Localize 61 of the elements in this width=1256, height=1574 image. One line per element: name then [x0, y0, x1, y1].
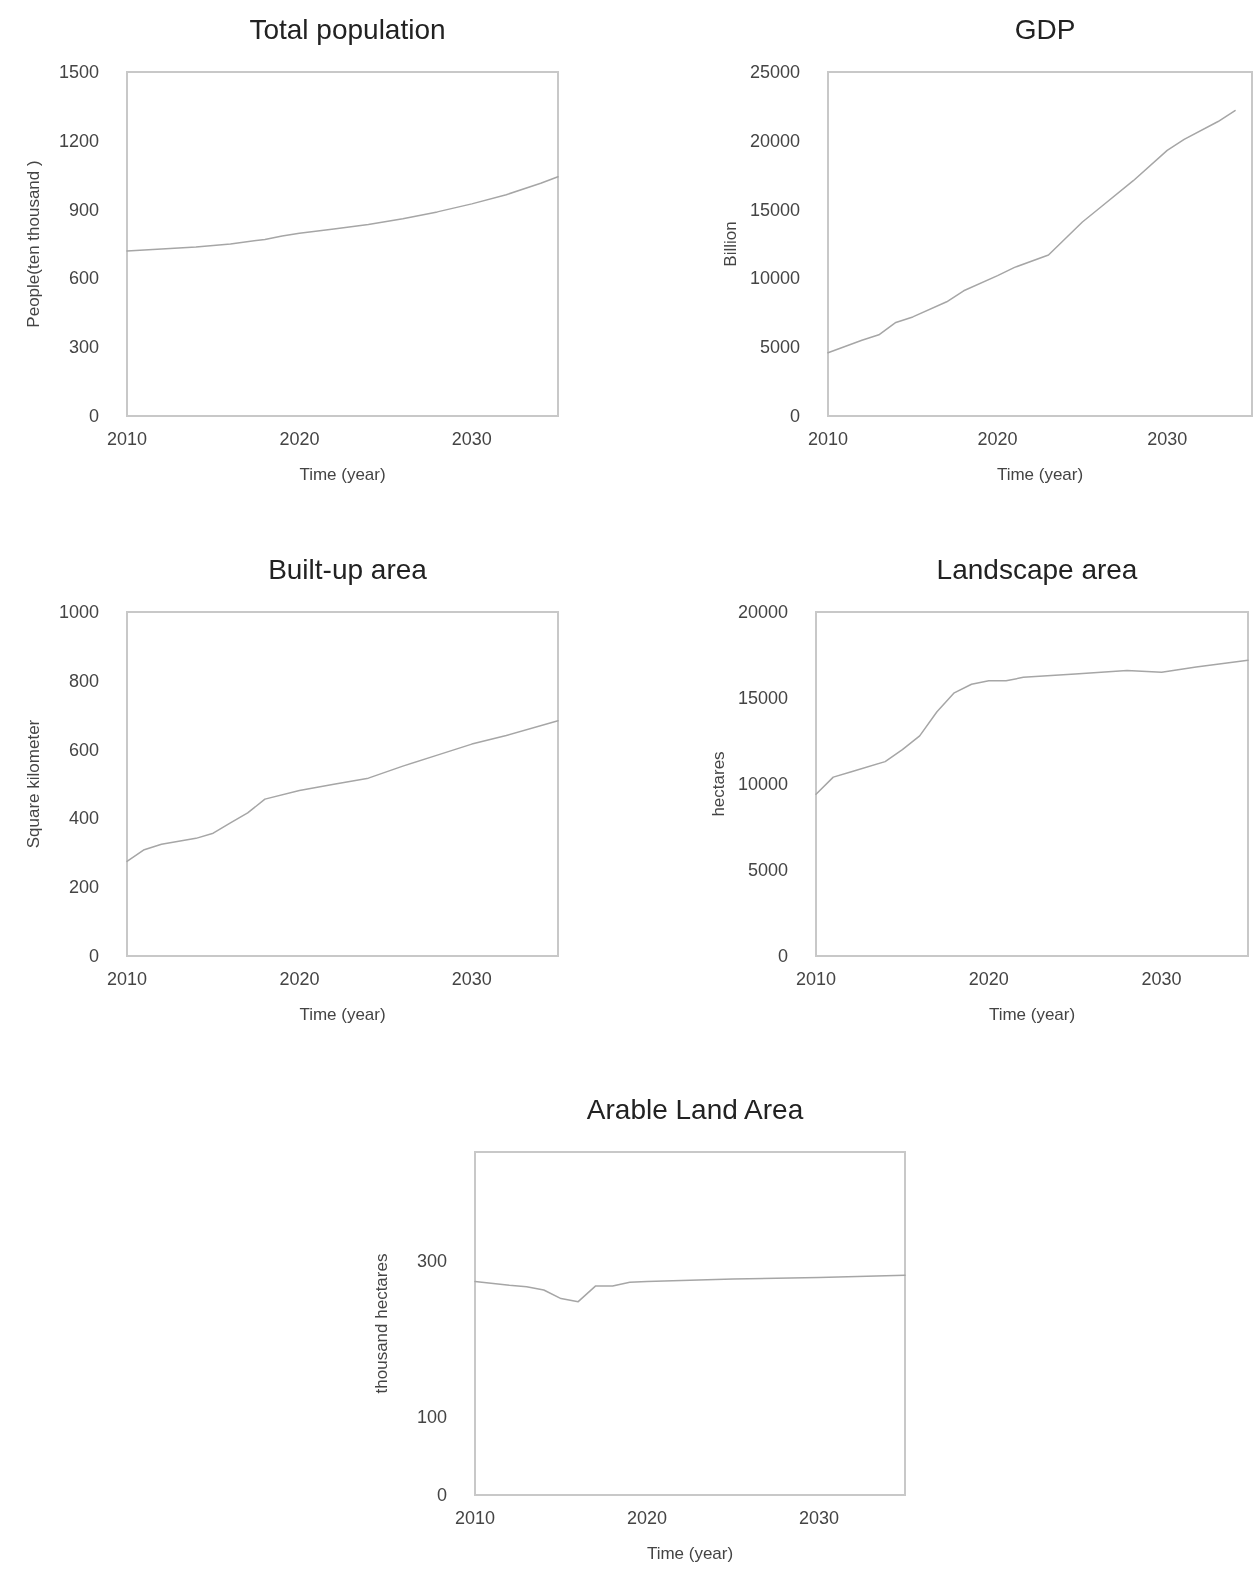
x-tick-label: 2010: [807, 429, 849, 449]
x-axis-title: Time (year): [988, 1005, 1076, 1024]
y-tick-label: 1500: [58, 62, 99, 82]
x-tick-label: 2030: [1147, 429, 1188, 449]
line-series: [474, 1274, 906, 1303]
x-tick-label: 2020: [279, 969, 320, 989]
y-tick-label: 0: [88, 406, 99, 426]
y-axis-title: Billion: [721, 221, 741, 267]
x-tick-label: 2030: [1141, 969, 1182, 989]
line-series: [827, 109, 1236, 354]
y-tick-label: 10000: [737, 774, 788, 794]
x-tick-label: 2010: [795, 969, 837, 989]
y-tick-label: 600: [68, 739, 99, 760]
line-series: [815, 659, 1249, 796]
chart-title: Arable Land Area: [586, 1093, 804, 1125]
y-tick-label: 0: [789, 406, 800, 426]
y-tick-label: 0: [436, 1485, 447, 1505]
x-tick-label: 2010: [106, 969, 148, 989]
y-axis-title: People(ten thousand ): [24, 160, 43, 328]
y-tick-label: 1000: [58, 602, 99, 622]
x-tick-label: 2030: [451, 429, 492, 449]
x-tick-label: 2010: [106, 429, 148, 449]
x-axis-title: Time (year): [299, 1005, 386, 1024]
y-tick-label: 300: [416, 1251, 447, 1272]
x-tick-label: 2010: [454, 1508, 496, 1528]
x-tick-label: 2020: [279, 429, 320, 449]
x-tick-label: 2020: [968, 969, 1009, 989]
y-tick-label: 5000: [747, 860, 788, 880]
line-series: [126, 719, 559, 863]
x-tick-label: 2030: [798, 1508, 840, 1528]
x-axis-title: Time (year): [299, 465, 386, 484]
x-tick-label: 2020: [626, 1508, 668, 1528]
chart-title: Built-up area: [268, 553, 428, 585]
y-tick-label: 200: [68, 877, 99, 898]
line-series: [126, 176, 559, 252]
y-axis-title: hectares: [709, 751, 729, 817]
y-tick-label: 25000: [749, 62, 800, 82]
y-tick-label: 0: [88, 946, 99, 966]
y-tick-label: 0: [777, 946, 788, 966]
y-tick-label: 800: [68, 670, 99, 691]
x-axis-title: Time (year): [996, 465, 1084, 484]
chart-title: Total population: [249, 13, 446, 45]
y-tick-label: 15000: [737, 688, 788, 708]
y-tick-label: 5000: [759, 337, 800, 358]
y-tick-label: 600: [68, 268, 99, 289]
y-tick-label: 20000: [749, 130, 800, 151]
y-tick-label: 100: [416, 1407, 447, 1428]
chart-title: Landscape area: [936, 553, 1138, 585]
y-tick-label: 15000: [749, 199, 800, 220]
y-tick-label: 20000: [737, 602, 788, 622]
chart-title: GDP: [1014, 13, 1076, 45]
y-axis-title: thousand hectares: [372, 1253, 391, 1394]
y-tick-label: 10000: [749, 268, 800, 289]
x-tick-label: 2020: [977, 429, 1018, 449]
y-tick-label: 1200: [58, 130, 99, 151]
y-tick-label: 400: [68, 808, 99, 829]
y-axis-title: Square kilometer: [24, 719, 43, 849]
y-tick-label: 900: [68, 199, 99, 220]
x-tick-label: 2030: [451, 969, 492, 989]
y-tick-label: 300: [68, 337, 99, 358]
x-axis-title: Time (year): [646, 1544, 734, 1563]
